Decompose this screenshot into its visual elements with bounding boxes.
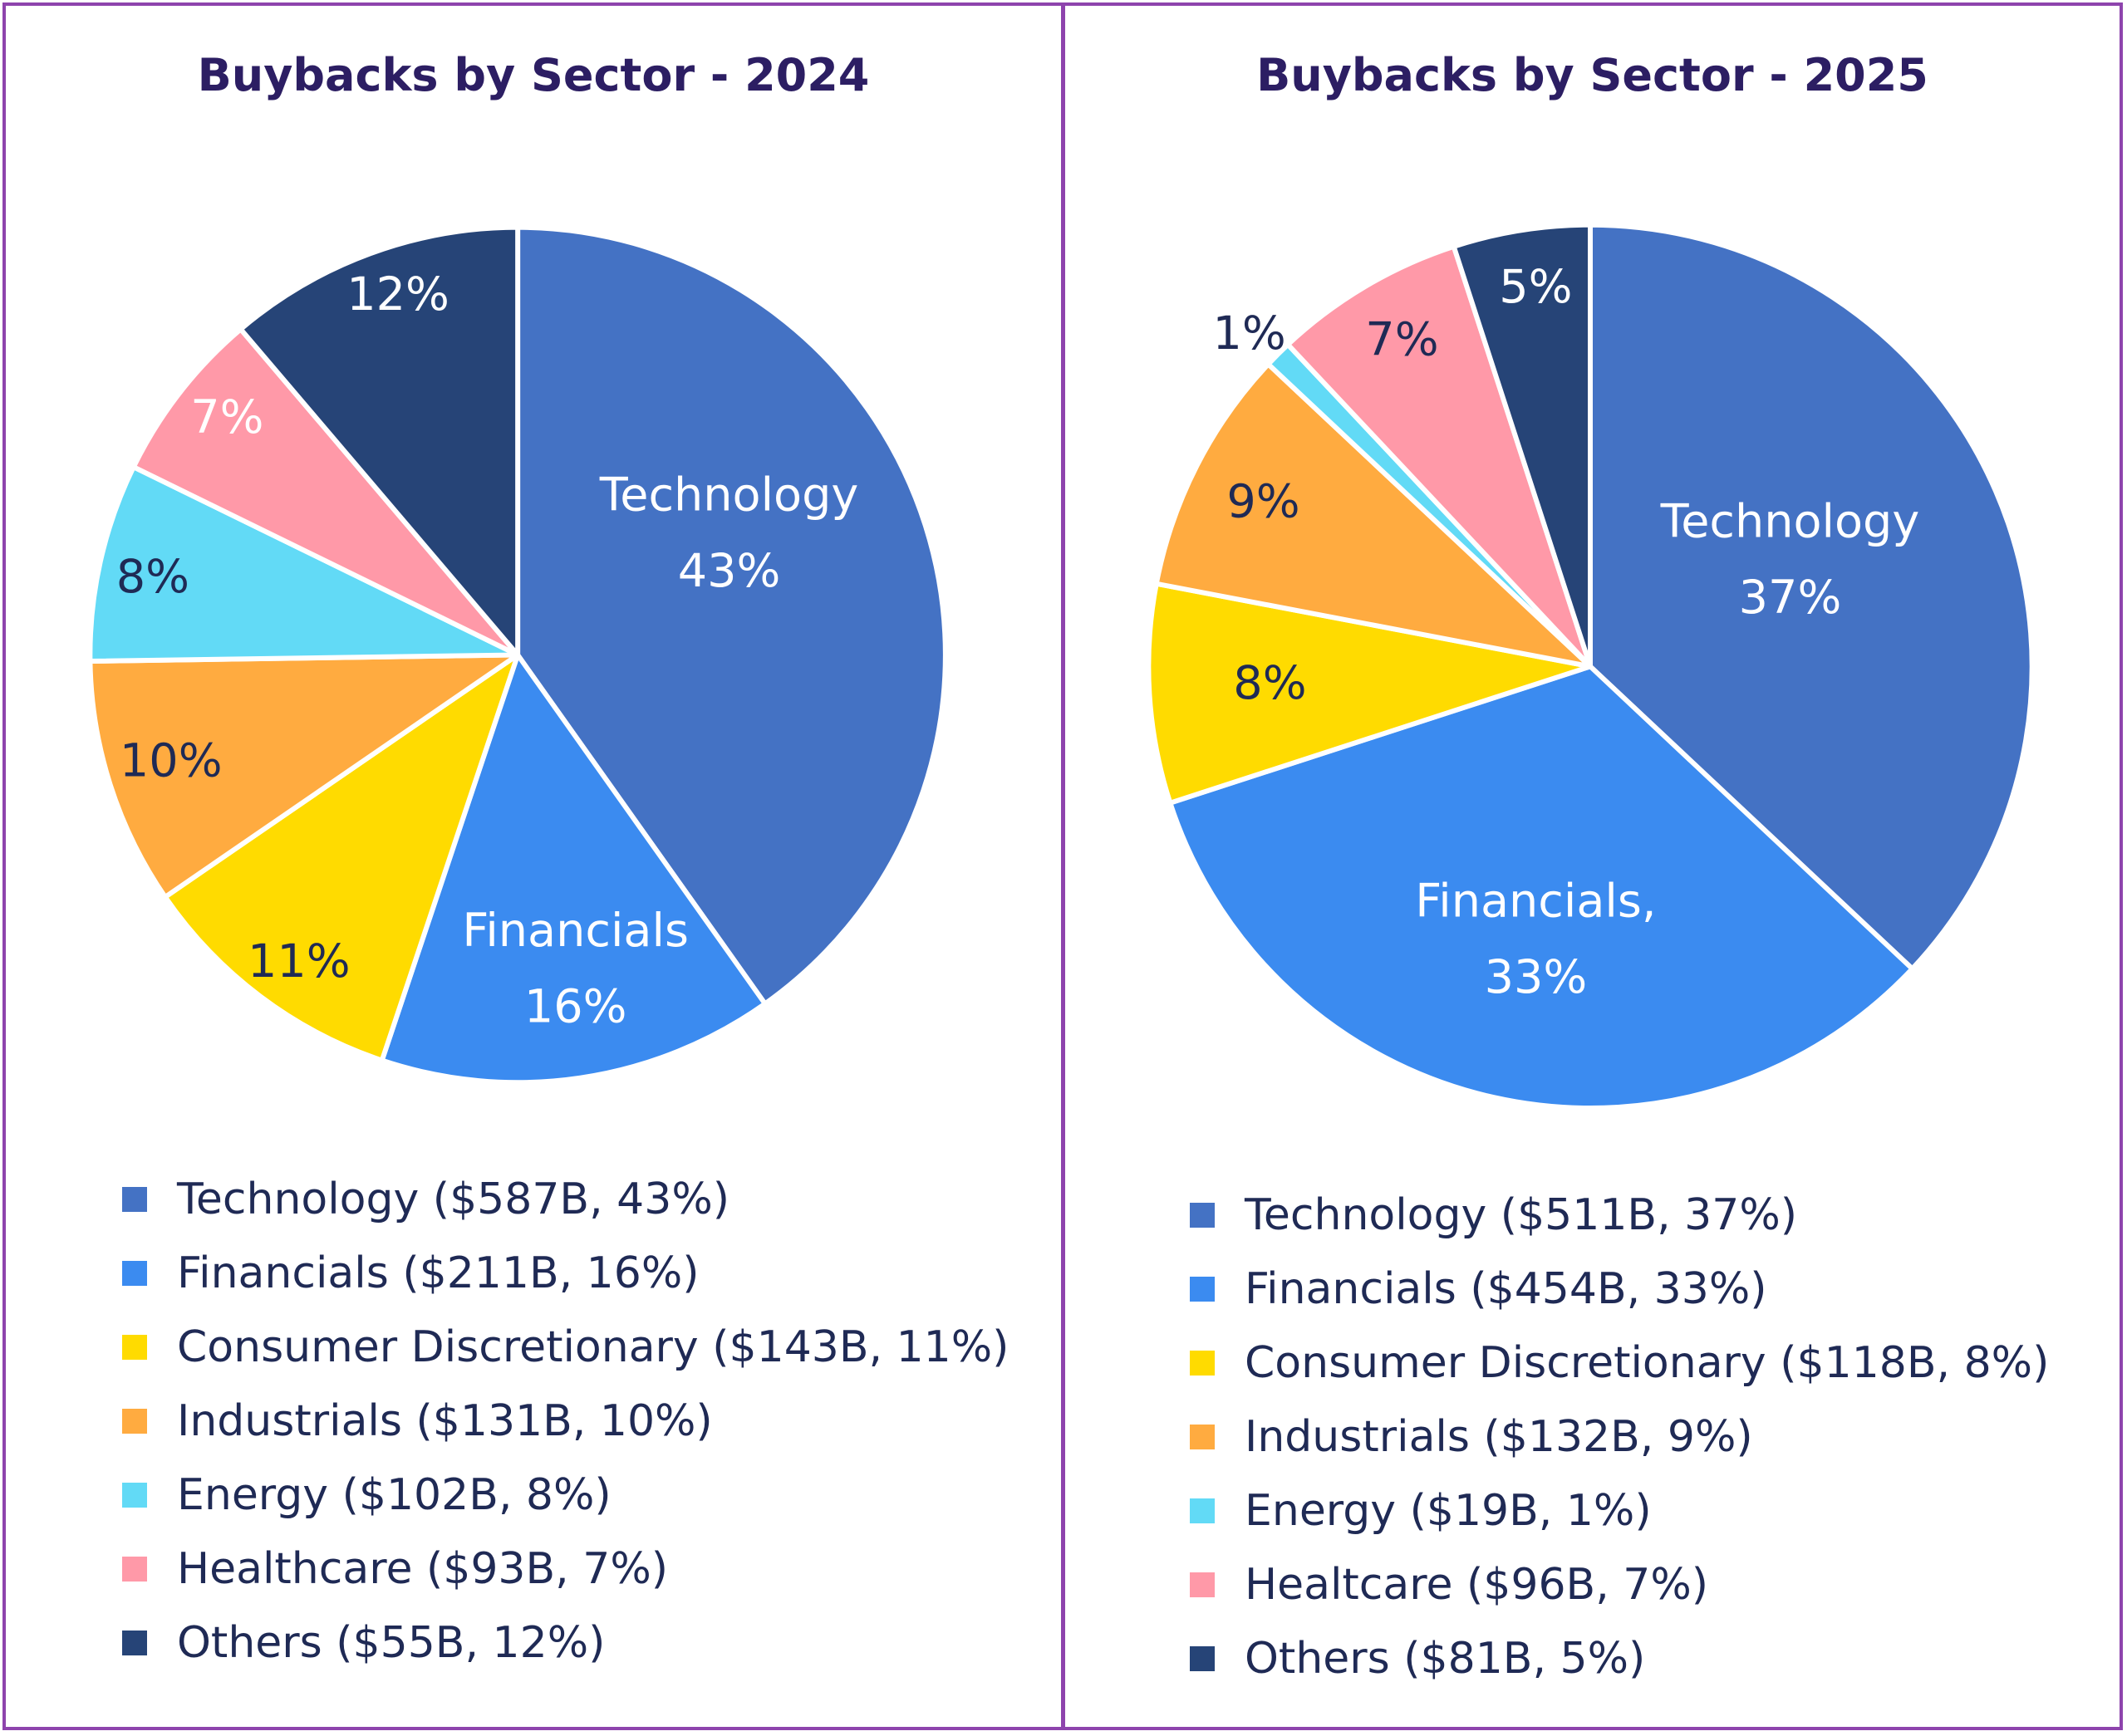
legend-item: Others ($81B, 5%) xyxy=(1190,1621,2049,1695)
slice-label-financials: Financials 16% xyxy=(462,904,689,1033)
legend-swatch xyxy=(122,1556,147,1582)
chart-title-2025: Buybacks by Sector - 2025 xyxy=(1256,49,1928,101)
pie-slice-others xyxy=(1451,222,1593,669)
slices-2024 xyxy=(87,224,948,1086)
slice-label-healthcare: 7% xyxy=(1365,313,1438,367)
slice-label-healthcare: 7% xyxy=(190,390,263,444)
legend-item: Consumer Discretionary ($118B, 8%) xyxy=(1190,1326,2049,1400)
legend-item: Healthcare ($93B, 7%) xyxy=(122,1532,1009,1606)
legend-swatch xyxy=(1190,1645,1215,1671)
legend-label: Technology ($587B, 43%) xyxy=(177,1174,730,1224)
slice-label-line: 16% xyxy=(524,980,627,1034)
slice-label-line: 12% xyxy=(346,267,449,321)
legend-swatch xyxy=(122,1630,147,1655)
legend-swatch xyxy=(122,1408,147,1434)
legend-label: Financials ($454B, 33%) xyxy=(1245,1263,1767,1314)
legend-item: Others ($55B, 12%) xyxy=(122,1606,1009,1680)
pie-slice-healthcare xyxy=(130,326,521,658)
legend-label: Financials ($211B, 16%) xyxy=(177,1248,700,1298)
pie-slice-healthcare xyxy=(1285,243,1593,669)
legend-swatch xyxy=(1190,1424,1215,1449)
legend-label: Energy ($102B, 8%) xyxy=(177,1469,612,1520)
slice-label-financials: Financials, 33% xyxy=(1415,874,1656,1003)
legend-label: Energy ($19B, 1%) xyxy=(1245,1485,1652,1536)
pie-slice-industrials xyxy=(87,652,521,900)
pie-slice-financials xyxy=(1167,664,1915,1111)
legend-item: Industrials ($131B, 10%) xyxy=(122,1384,1009,1458)
legend-label: Industrials ($131B, 10%) xyxy=(177,1395,713,1446)
legend-item: Healtcare ($96B, 7%) xyxy=(1190,1547,2049,1621)
pie-slice-consumer-discretionary xyxy=(162,652,521,1063)
legend-swatch xyxy=(122,1260,147,1286)
legend-swatch xyxy=(1190,1350,1215,1376)
legend-label: Others ($55B, 12%) xyxy=(177,1617,606,1668)
slice-label-line: 10% xyxy=(120,734,223,788)
pie-slice-consumer-discretionary xyxy=(1146,581,1593,806)
legend-swatch xyxy=(1190,1276,1215,1302)
slice-label-industrials: 10% xyxy=(120,734,223,788)
legend-swatch xyxy=(122,1334,147,1360)
chart-title-2024: Buybacks by Sector - 2024 xyxy=(197,49,870,101)
legend-2025: Technology ($511B, 37%) Financials ($454B… xyxy=(1190,1178,2049,1695)
legend-label: Healthcare ($93B, 7%) xyxy=(177,1543,669,1594)
legend-label: Consumer Discretionary ($118B, 8%) xyxy=(1245,1337,2050,1388)
legend-label: Technology ($511B, 37%) xyxy=(1245,1189,1798,1240)
slice-label-line: 11% xyxy=(248,934,351,988)
legend-label: Consumer Discretionary ($143B, 11%) xyxy=(177,1322,1009,1372)
slice-label-line: Technology xyxy=(1660,494,1920,548)
legend-label: Others ($81B, 5%) xyxy=(1245,1633,1646,1684)
chart-panel-2024: Buybacks by Sector - 2024 Technology 43% F… xyxy=(2,2,1064,1730)
legend-item: Financials ($454B, 33%) xyxy=(1190,1252,2049,1326)
pie-chart-2024: Technology 43% Financials 16% 11% 10% 8% 7% 12% xyxy=(87,224,948,1086)
slice-label-line: 1% xyxy=(1212,306,1285,360)
legend-item: Consumer Discretionary ($143B, 11%) xyxy=(122,1310,1009,1384)
slice-label-energy: 1% xyxy=(1212,306,1285,360)
slice-label-line: 33% xyxy=(1485,950,1588,1004)
slice-label-line: Technology xyxy=(599,468,859,522)
pie-slice-technology xyxy=(1588,222,2035,972)
slice-label-line: 7% xyxy=(1365,313,1438,367)
legend-swatch xyxy=(1190,1572,1215,1597)
slice-label-line: 7% xyxy=(190,390,263,444)
legend-swatch xyxy=(122,1482,147,1508)
legend-swatch xyxy=(1190,1202,1215,1228)
pie-chart-2025: Technology 37% Financials, 33% 8% 9% 1% 7% 5% xyxy=(1146,222,2035,1111)
legend-item: Energy ($19B, 1%) xyxy=(1190,1474,2049,1547)
slice-label-technology: Technology 43% xyxy=(599,468,859,598)
pie-slice-others xyxy=(238,224,521,658)
slice-label-energy: 8% xyxy=(116,550,189,604)
slice-label-line: 37% xyxy=(1739,571,1842,625)
slice-label-line: 5% xyxy=(1499,260,1572,314)
slice-label-others: 12% xyxy=(346,267,449,321)
slice-label-others: 5% xyxy=(1499,260,1572,314)
slice-label-line: 8% xyxy=(116,550,189,604)
pie-slice-technology xyxy=(515,224,948,1007)
legend-item: Technology ($511B, 37%) xyxy=(1190,1178,2049,1252)
slice-label-line: Financials, xyxy=(1415,874,1656,928)
legend-label: Industrials ($132B, 9%) xyxy=(1245,1411,1753,1462)
legend-item: Energy ($102B, 8%) xyxy=(122,1458,1009,1532)
slice-label-consumer-discretionary: 11% xyxy=(248,934,351,988)
legend-swatch xyxy=(122,1186,147,1212)
slice-label-line: 8% xyxy=(1233,656,1306,710)
slice-label-line: 43% xyxy=(678,544,781,598)
slice-label-line: 9% xyxy=(1226,475,1299,529)
pie-slice-industrials xyxy=(1153,361,1593,669)
legend-swatch xyxy=(1190,1498,1215,1523)
chart-panel-2025: Buybacks by Sector - 2025 Technology 37% F… xyxy=(1062,2,2123,1730)
legend-label: Healtcare ($96B, 7%) xyxy=(1245,1559,1709,1610)
legend-2024: Technology ($587B, 43%) Financials ($211B… xyxy=(122,1162,1009,1680)
legend-item: Industrials ($132B, 9%) xyxy=(1190,1400,2049,1474)
legend-item: Financials ($211B, 16%) xyxy=(122,1236,1009,1310)
slice-label-consumer-discretionary: 8% xyxy=(1233,656,1306,710)
pie-slice-energy xyxy=(87,464,521,664)
slice-label-industrials: 9% xyxy=(1226,475,1299,529)
slice-label-line: Financials xyxy=(462,904,689,958)
pie-slice-financials xyxy=(379,652,768,1086)
slices-2025 xyxy=(1146,222,2035,1111)
legend-item: Technology ($587B, 43%) xyxy=(122,1162,1009,1236)
slice-label-technology: Technology 37% xyxy=(1660,494,1920,624)
